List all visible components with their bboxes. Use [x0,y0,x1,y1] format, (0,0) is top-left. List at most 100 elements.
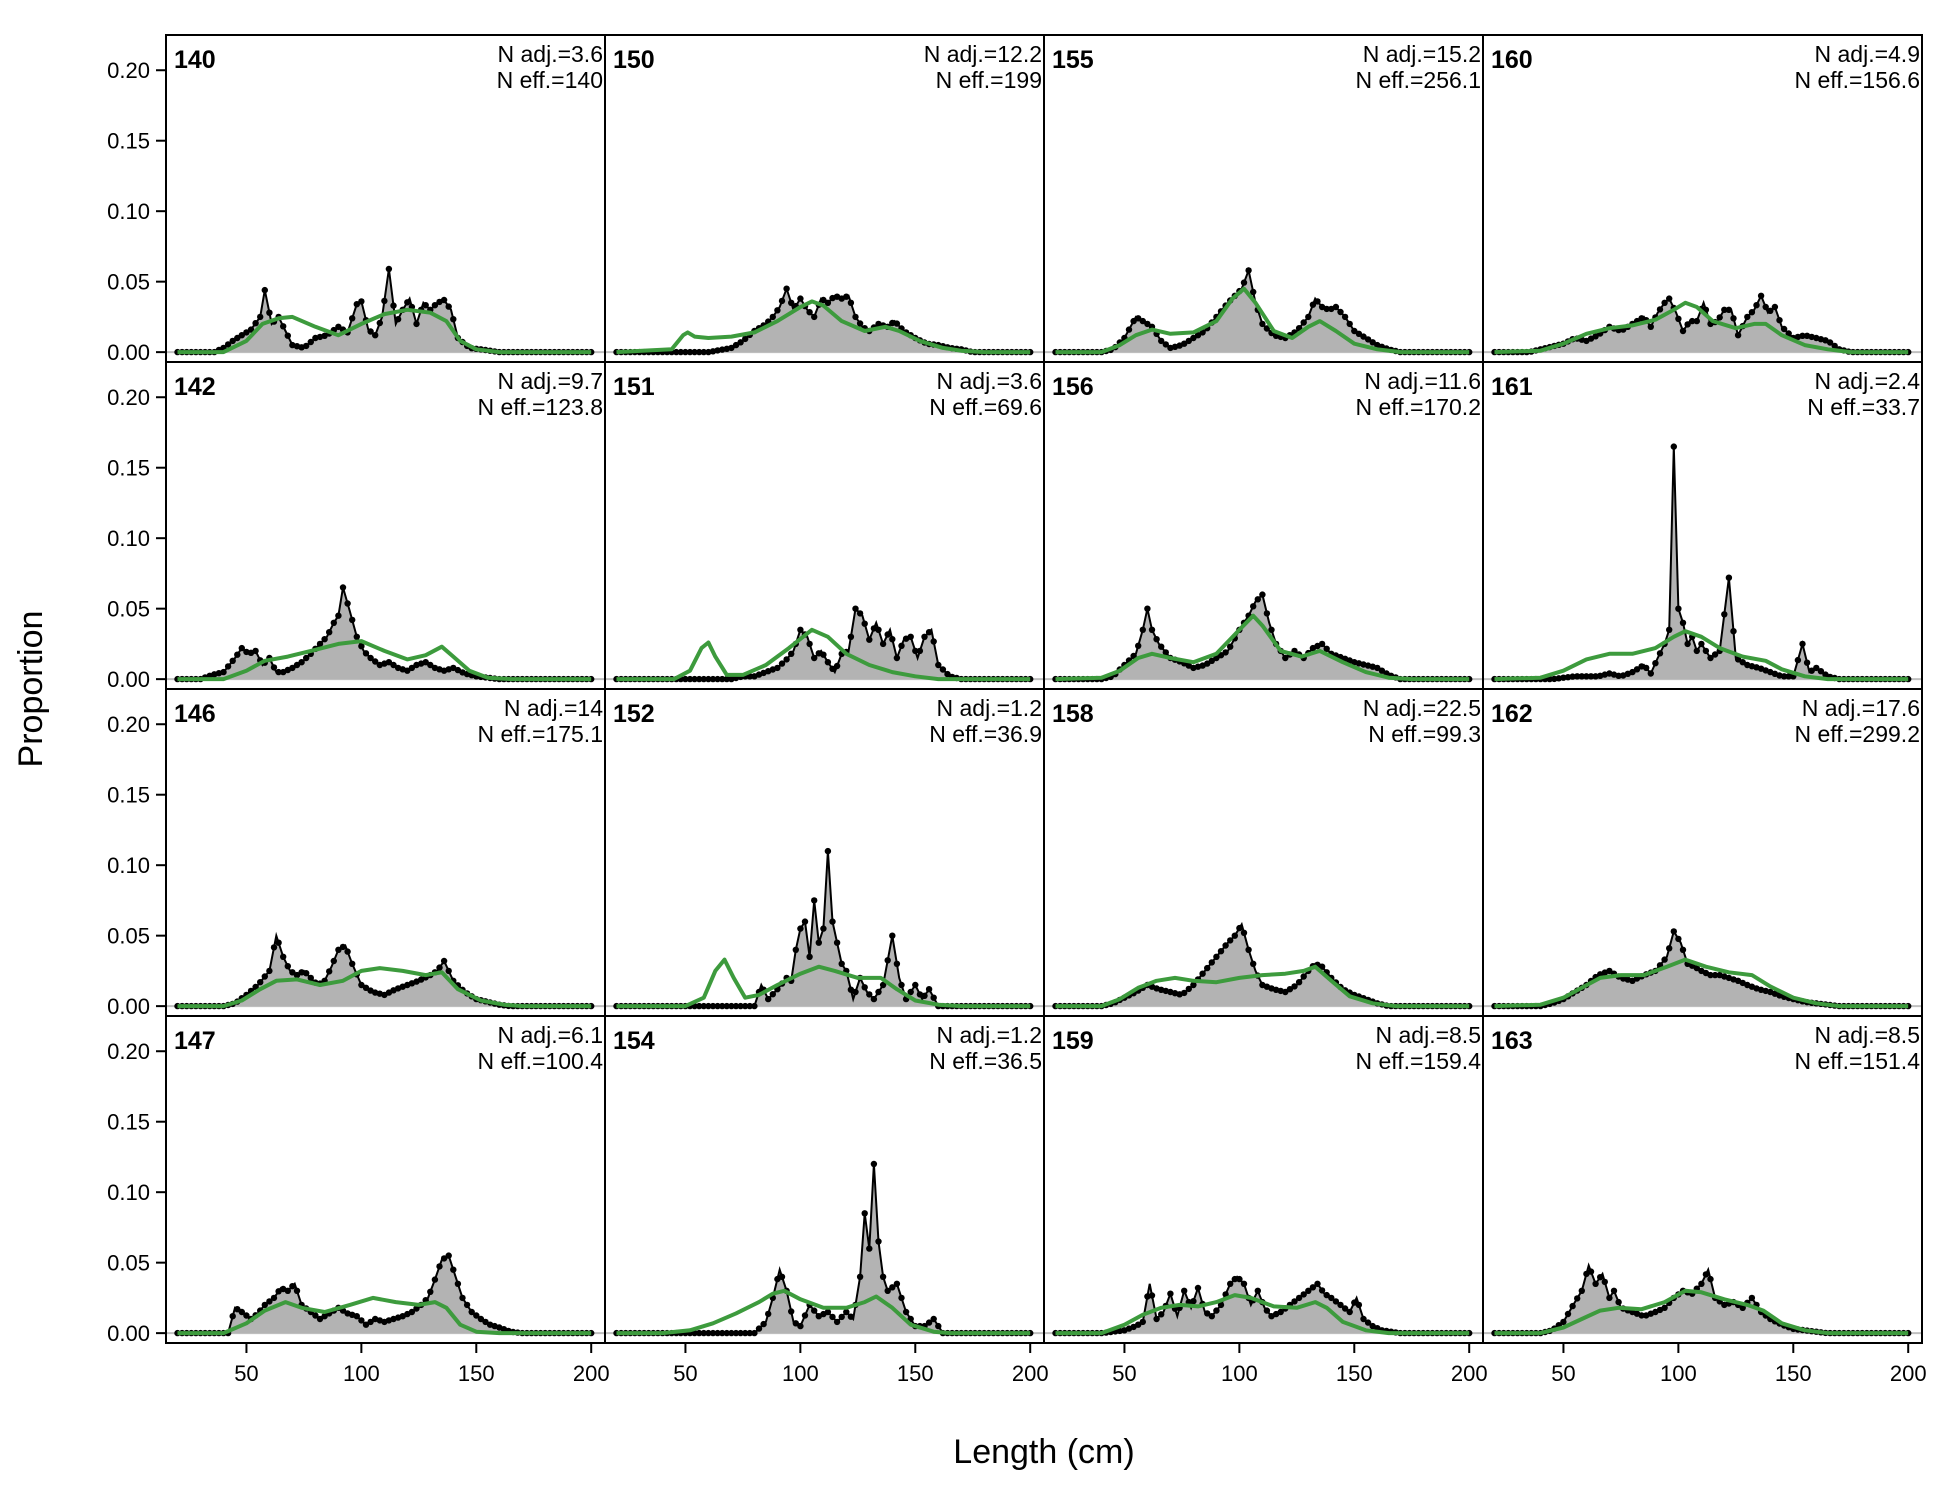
observed-points [613,1160,1034,1337]
observed-point [921,992,928,999]
observed-point [935,1322,942,1330]
observed-point [847,633,855,640]
observed-point [916,647,924,655]
panel-160: 160 N adj.=4.9N eff.=156.6 [1482,34,1923,363]
observed-point [404,299,411,306]
observed-point [1702,1271,1710,1278]
observed-point [353,633,360,640]
observed-point [353,301,360,308]
observed-point [1693,647,1701,655]
observed-point [930,1315,937,1323]
observed-point [852,605,859,612]
expected-line [1494,629,1909,682]
observed-point [1364,336,1372,343]
panel-n-eff: N eff.=123.8 [477,394,603,420]
observed-point [1222,942,1229,949]
observed-point [1250,603,1257,610]
observed-point [307,338,314,346]
expected-line [177,966,592,1009]
observed-point [875,1238,882,1245]
panel-n-eff: N eff.=36.9 [929,721,1042,747]
expected-line [1494,957,1909,1009]
observed-point [1190,334,1197,342]
observed-point [1597,1274,1604,1281]
observed-point [289,969,296,976]
observed-point [1734,656,1742,663]
observed-point [1606,1294,1613,1302]
observed-point [1130,652,1137,660]
observed-point [774,307,781,314]
observed-point [1204,1310,1211,1317]
observed-point [1606,967,1613,975]
observed-area [177,935,592,1007]
observed-point [266,967,273,975]
observed-point [1337,308,1344,316]
observed-point [1675,935,1682,943]
observed-point [1245,946,1252,953]
x-axis-title: Length (cm) [953,1433,1134,1471]
observed-point [1564,1310,1572,1318]
observed-point [1135,1321,1142,1328]
observed-point [1675,605,1682,612]
observed-point [1236,924,1243,932]
panel-label: 142 [174,373,216,401]
observed-point [408,1308,416,1316]
observed-point [1670,443,1678,450]
observed-point [847,299,855,306]
observed-point [1194,1284,1202,1292]
observed-point [769,991,776,998]
observed-point [1135,315,1142,322]
observed-point [1139,626,1147,633]
y-tick-label: 0.15 [107,456,150,481]
x-tick-label: 150 [1775,1361,1812,1386]
observed-point [298,659,305,666]
observed-point [1282,654,1289,662]
observed-point [792,946,799,953]
observed-point [1341,1305,1349,1312]
x-tick-label: 150 [458,1361,495,1386]
observed-point [829,918,836,925]
observed-point [440,296,448,304]
observed-point [898,1294,905,1302]
observed-point [889,932,896,939]
observed-point [1610,1287,1618,1295]
observed-point [1125,326,1133,333]
observed-point [445,1252,452,1259]
observed-point [925,1319,933,1326]
panel-n-adj: N adj.=14 [504,695,603,721]
observed-point [1748,309,1756,316]
observed-point [1721,611,1728,618]
observed-point [1208,959,1216,966]
observed-point [261,1301,268,1309]
panel-n-eff: N eff.=140 [497,67,603,93]
observed-point [893,320,901,327]
observed-point [1560,1318,1567,1326]
x-tick-label: 100 [1660,1361,1697,1386]
observed-point [1707,1275,1714,1283]
observed-point [1771,303,1779,311]
observed-point [1286,986,1294,993]
observed-point [1291,983,1298,990]
observed-point [861,620,868,627]
observed-point [1826,339,1834,346]
observed-point [893,960,901,967]
observed-point [224,341,232,348]
panel-label: 158 [1052,700,1094,728]
observed-point [1776,317,1783,324]
observed-point [362,984,370,991]
observed-point [1780,673,1788,680]
panel-n-adj: N adj.=11.6 [1364,368,1481,394]
observed-point [705,675,712,683]
observed-point [385,265,393,273]
x-tick-label: 200 [573,1361,610,1386]
observed-point [714,675,721,683]
observed-point [912,981,919,989]
observed-point [445,967,452,975]
observed-point [270,664,278,671]
observed-point [1693,317,1701,325]
observed-point [1314,298,1321,305]
observed-point [436,964,443,971]
observed-point [390,302,397,309]
observed-point [705,1002,712,1010]
observed-point [889,1284,896,1291]
